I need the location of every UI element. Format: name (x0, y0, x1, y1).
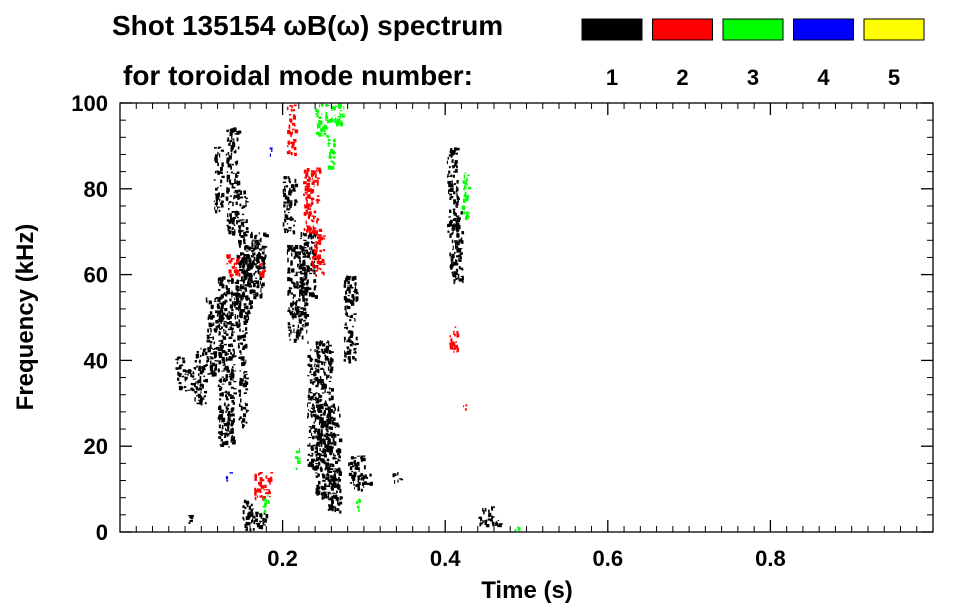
legend-swatch-mode-2 (652, 18, 713, 41)
x-tick-label-0: 0.2 (267, 546, 298, 571)
mode-1-blob-7 (250, 231, 269, 270)
mode-1-blob-13 (254, 511, 269, 530)
mode-4-blob-0 (225, 472, 233, 482)
legend-label-mode-4: 4 (817, 65, 830, 90)
mode-1-blob-26 (453, 267, 464, 285)
legend-swatch-mode-4 (793, 18, 854, 41)
mode-2-blob-6 (449, 326, 460, 353)
mode-1-blob-10 (225, 127, 242, 236)
mode-1-blob-29 (494, 519, 503, 528)
y-tick-label-3: 60 (84, 263, 108, 288)
mode-3-blob-6 (356, 498, 361, 512)
chart-title: Shot 135154 ωB(ω) spectrum (112, 10, 503, 41)
mode-1-blob-16 (298, 232, 319, 299)
y-axis-label: Frequency (kHz) (12, 224, 39, 411)
mode-1-blob-19 (327, 468, 343, 514)
legend-swatch-mode-3 (722, 18, 784, 41)
mode-2-blob-2 (254, 472, 274, 501)
mode-3-blob-2 (329, 103, 346, 127)
x-tick-label-3: 0.8 (755, 546, 786, 571)
axes: 0.2 0.4 0.6 0.8 0 20 40 60 80 100 (71, 91, 933, 571)
mode-3-blob-1 (315, 103, 330, 138)
mode-2-blob-0 (226, 254, 241, 278)
mode-3-blob-5 (294, 447, 301, 470)
mode-1-blob-2 (193, 347, 208, 406)
mode-1-blob-27 (478, 515, 495, 528)
mode-2-blob-7 (463, 404, 468, 411)
mode-1-blob-23 (392, 472, 404, 484)
mode-1-blob-14 (286, 244, 311, 343)
mode-1-blob-21 (348, 455, 367, 492)
mode-3-blob-0 (262, 495, 270, 514)
mode-1-blob-24 (446, 147, 460, 233)
mode-1-blob-8 (217, 339, 237, 448)
mode-1-blob-1 (177, 369, 195, 392)
legend-swatch-mode-1 (581, 18, 643, 41)
mode-1-blob-25 (449, 211, 465, 278)
mode-1-blob-0 (175, 356, 186, 370)
mode-2-blob-3 (286, 104, 299, 156)
chart-subtitle: for toroidal mode number: (123, 60, 473, 91)
x-tick-label-2: 0.6 (593, 546, 624, 571)
mode-1-blob-20 (343, 275, 359, 364)
y-tick-label-1: 20 (84, 434, 108, 459)
legend-swatch-mode-5 (863, 18, 925, 41)
legend-label-mode-5: 5 (888, 65, 900, 90)
y-tick-label-0: 0 (96, 520, 108, 545)
mode-1-blob-11 (237, 189, 249, 429)
mode-2-blob-4 (303, 167, 323, 235)
mode-1-blob-3 (205, 296, 225, 377)
mode-1-blob-15 (282, 176, 299, 235)
mode-1-blob-22 (363, 473, 373, 486)
mode-1-blob-9 (213, 146, 225, 214)
y-tick-label-4: 80 (84, 177, 108, 202)
mode-2-blob-5 (311, 234, 326, 277)
legend-label-mode-2: 2 (676, 65, 688, 90)
mode-4-blob-1 (269, 147, 273, 157)
data-layer (175, 103, 521, 532)
x-tick-label-1: 0.4 (430, 546, 461, 571)
mode-2-blob-1 (259, 262, 267, 278)
mode-1-blob-12 (242, 499, 256, 532)
mode-1-blob-28 (482, 506, 495, 518)
legend: 1 2 3 4 5 (581, 18, 925, 90)
legend-label-mode-3: 3 (747, 65, 759, 90)
y-tick-label-5: 100 (71, 91, 108, 116)
mode-3-blob-3 (327, 138, 336, 170)
legend-label-mode-1: 1 (606, 65, 618, 90)
mode-1-blob-30 (188, 514, 195, 524)
mode-3-blob-7 (514, 526, 521, 532)
x-axis-label: Time (s) (481, 577, 573, 604)
mode-3-blob-4 (461, 172, 472, 220)
y-tick-label-2: 40 (84, 348, 108, 373)
